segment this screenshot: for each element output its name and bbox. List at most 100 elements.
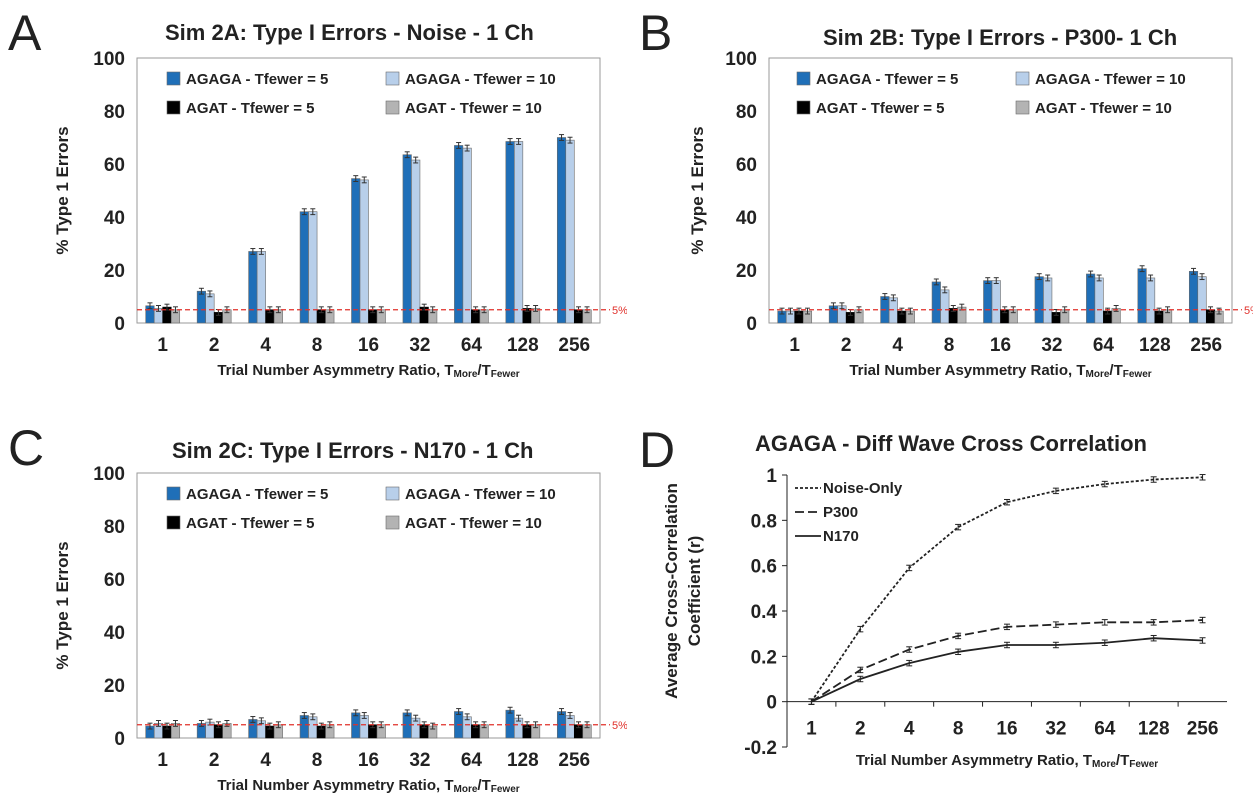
y-tick-label: 20 — [104, 676, 125, 697]
bar — [308, 211, 318, 324]
bar — [1137, 268, 1147, 324]
bar — [351, 178, 361, 324]
chart-title: Sim 2B: Type I Errors - P300- 1 Ch — [823, 25, 1178, 50]
bar — [565, 139, 575, 324]
y-tick-label: 0 — [114, 314, 125, 335]
panel-letter: D — [639, 422, 676, 478]
bar — [888, 297, 898, 324]
panel-letter: B — [639, 5, 673, 61]
legend-swatch — [385, 486, 400, 501]
y-tick-label: 0.2 — [751, 647, 777, 668]
x-tick-label: 64 — [1094, 719, 1116, 740]
legend-label: AGAGA - Tfewer = 5 — [186, 486, 328, 503]
chart-title: Sim 2A: Type I Errors - Noise - 1 Ch — [165, 20, 534, 45]
bar — [991, 280, 1001, 324]
bar — [505, 709, 515, 739]
x-tick-label: 16 — [996, 719, 1017, 740]
plot-frame — [136, 472, 601, 739]
x-tick-label: 4 — [260, 335, 271, 356]
bar — [402, 154, 412, 324]
bar — [359, 179, 369, 324]
x-tick-label: 2 — [209, 335, 220, 356]
bar — [299, 211, 309, 324]
y-tick-label: 60 — [104, 155, 125, 176]
x-tick-label: 2 — [209, 750, 220, 771]
legend-swatch — [385, 71, 400, 86]
bar — [931, 281, 941, 324]
bar — [1188, 271, 1199, 324]
y-tick-label: 0.4 — [751, 602, 778, 623]
x-axis-label: Trial Number Asymmetry Ratio, TMore/TFew… — [856, 752, 1158, 770]
y-tick-label: 100 — [725, 49, 757, 70]
x-tick-label: 64 — [461, 750, 483, 771]
x-tick-label: 1 — [157, 335, 168, 356]
panel-c: C Sim 2C: Type I Errors - N170 - 1 Ch 0 2… — [0, 403, 628, 806]
bar — [196, 290, 206, 324]
legend-label: AGAT - Tfewer = 10 — [405, 515, 542, 532]
bar — [1034, 276, 1044, 324]
reference-line-label: 5% — [612, 720, 627, 732]
bar — [351, 712, 361, 739]
x-tick-label: 2 — [841, 335, 852, 356]
x-tick-label: 16 — [358, 335, 379, 356]
panel-b: B Sim 2B: Type I Errors - P300- 1 Ch 0 20… — [627, 0, 1253, 403]
x-tick-label: 32 — [409, 335, 430, 356]
y-tick-label: 0 — [766, 693, 777, 714]
x-tick-label: 1 — [157, 750, 168, 771]
x-tick-label: 128 — [507, 750, 539, 771]
bar — [462, 147, 472, 324]
x-tick-label: 64 — [461, 335, 483, 356]
series-line — [810, 619, 1203, 703]
bar — [1197, 276, 1207, 324]
x-tick-label: 32 — [409, 750, 430, 771]
bar — [248, 251, 258, 324]
y-tick-label: 0 — [746, 314, 757, 335]
x-axis-label: Trial Number Asymmetry Ratio, TMore/TFew… — [217, 362, 519, 380]
bar — [411, 159, 421, 324]
x-tick-label: 4 — [892, 335, 903, 356]
y-tick-label: 40 — [736, 208, 757, 229]
y-tick-label: 0.6 — [751, 557, 777, 578]
panel-letter: A — [8, 5, 42, 61]
legend-label: AGAT - Tfewer = 5 — [186, 100, 315, 117]
x-tick-label: 128 — [507, 335, 539, 356]
x-tick-label: 1 — [806, 719, 817, 740]
bar — [256, 251, 266, 324]
legend-swatch — [796, 100, 811, 115]
y-tick-label: 0 — [114, 729, 125, 750]
x-tick-label: 64 — [1093, 335, 1115, 356]
bar — [505, 141, 515, 324]
x-tick-label: 256 — [1190, 335, 1222, 356]
legend-swatch — [166, 71, 181, 86]
bar — [402, 712, 412, 739]
y-tick-label: 60 — [736, 155, 757, 176]
y-tick-label: 80 — [736, 102, 757, 123]
y-tick-label: 60 — [104, 570, 125, 591]
y-axis-label: Coefficient (r) — [685, 536, 704, 647]
y-tick-label: 20 — [736, 261, 757, 282]
legend-swatch — [796, 71, 811, 86]
y-axis-label: % Type 1 Errors — [53, 126, 72, 254]
x-tick-label: 8 — [953, 719, 964, 740]
legend-swatch — [385, 515, 400, 530]
bar-chart-a: 0 20 40 60 80 100 % Type 1 Errors 1 2 4 8 16 32 64 128… — [53, 49, 628, 380]
x-tick-label: 128 — [1139, 335, 1171, 356]
x-tick-label: 128 — [1138, 719, 1170, 740]
legend-label: P300 — [823, 504, 858, 521]
y-tick-label: 40 — [104, 623, 125, 644]
x-tick-label: 32 — [1041, 335, 1062, 356]
legend-label: AGAT - Tfewer = 5 — [816, 100, 945, 117]
y-tick-label: 40 — [104, 208, 125, 229]
x-tick-label: 8 — [312, 335, 323, 356]
panel-a: A Sim 2A: Type I Errors - Noise - 1 Ch 0… — [0, 0, 628, 403]
y-tick-label: 100 — [93, 464, 125, 485]
y-tick-label: 0.8 — [751, 511, 777, 532]
bar — [1043, 277, 1053, 324]
reference-line-label: 5% — [1244, 305, 1253, 317]
y-axis-label: % Type 1 Errors — [53, 541, 72, 669]
x-tick-label: 1 — [789, 335, 800, 356]
legend-swatch — [166, 100, 181, 115]
x-tick-label: 256 — [558, 335, 590, 356]
bar — [940, 289, 950, 324]
bar — [1094, 277, 1104, 324]
